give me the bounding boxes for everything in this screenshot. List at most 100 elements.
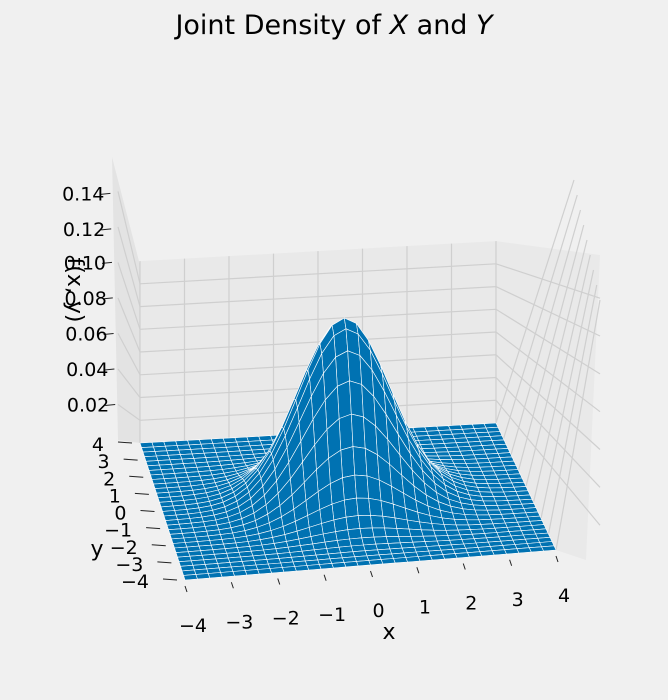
surface-face — [481, 495, 496, 502]
z-tick-label: 0.06 — [65, 323, 107, 345]
z-tick-mark — [105, 403, 116, 406]
z-tick-mark — [102, 297, 113, 300]
surface-face — [269, 567, 285, 574]
surface-face — [318, 563, 334, 570]
surface-face — [220, 571, 235, 578]
surface-face — [487, 483, 503, 489]
x-axis-label: x — [382, 620, 395, 645]
surface-face — [380, 558, 396, 565]
x-tick-mark — [416, 567, 420, 574]
surface-face — [447, 450, 463, 457]
surface-face — [366, 475, 382, 501]
z-tick-label: 0.08 — [64, 288, 106, 310]
surface-face — [454, 552, 470, 559]
axis-labels: x y f(x, y) — [62, 258, 396, 645]
grid-line-y — [525, 239, 588, 487]
grid-line-y — [555, 299, 601, 551]
y-tick-mark — [146, 527, 161, 530]
grid-line-y — [510, 209, 582, 455]
y-tick-label: 0 — [114, 503, 126, 525]
z-tick-label: 0.10 — [64, 252, 106, 274]
surface-face — [489, 487, 505, 493]
surface-face — [281, 566, 297, 573]
x-tick-mark — [509, 559, 513, 566]
surface-face — [371, 527, 387, 538]
surface-face — [485, 478, 501, 485]
x-tick-mark — [184, 585, 188, 593]
surface-face — [232, 570, 248, 577]
surface-face — [350, 413, 366, 449]
x-tick-mark — [323, 574, 327, 581]
surface-face — [445, 529, 461, 536]
y-tick-mark — [123, 458, 138, 461]
surface-face — [421, 447, 437, 453]
surface-face — [343, 561, 359, 568]
surface-face — [333, 516, 349, 533]
surface-face — [467, 551, 483, 558]
surface-face — [528, 546, 544, 553]
y-tick-label: 2 — [103, 468, 115, 490]
surface-face — [361, 536, 377, 546]
surface-face — [349, 380, 364, 418]
x-tick-label: 2 — [465, 593, 477, 615]
y-tick-label: −3 — [115, 554, 143, 576]
surface-face — [430, 554, 446, 561]
x-tick-mark — [230, 582, 234, 589]
surface-face — [359, 527, 375, 539]
y-tick-label: −2 — [110, 537, 138, 559]
surface-face — [483, 474, 499, 480]
x-tick-label: 1 — [419, 596, 431, 618]
surface-face — [342, 474, 357, 501]
z-tick-label: 0.04 — [66, 359, 108, 381]
surface-face — [504, 548, 520, 555]
z-tick-mark — [101, 228, 112, 231]
y-tick-mark — [117, 441, 133, 444]
surface-face — [469, 470, 485, 476]
y-tick-mark — [157, 561, 172, 564]
surface-face — [257, 568, 272, 575]
surface-face — [435, 451, 451, 457]
x-tick-mark — [370, 570, 373, 578]
x-tick-label: −4 — [179, 615, 207, 637]
surface-face — [462, 508, 478, 516]
x-tick-mark — [555, 555, 559, 563]
surface-face — [183, 574, 198, 581]
surface-face — [455, 524, 471, 531]
y-axis-label: y — [90, 537, 103, 562]
surface-face — [347, 350, 363, 385]
surface-face — [385, 536, 401, 544]
z-tick-mark — [104, 368, 115, 371]
x-tick-label: 0 — [372, 600, 384, 622]
surface-face — [343, 497, 359, 518]
surface-face — [349, 537, 364, 547]
z-axis-label: f(x, y) — [62, 258, 87, 323]
surface-face — [486, 509, 502, 516]
surface-face — [356, 497, 371, 516]
axis-ticks: −4 −3 −2 −1 0 1 2 3 4−4−3−2−1012340.020.040.060.… — [62, 183, 570, 637]
surface-face — [405, 556, 421, 563]
surface-face — [423, 451, 439, 457]
z-tick-label: 0.02 — [67, 394, 109, 416]
surface-face — [335, 529, 350, 541]
pane-right — [496, 241, 600, 560]
surface-face — [393, 557, 408, 564]
surface-face — [340, 446, 356, 479]
surface-face — [454, 518, 469, 526]
x-tick-mark — [462, 563, 466, 570]
surface-face — [493, 495, 509, 502]
grid-line-y — [517, 224, 585, 471]
y-tick-mark — [151, 544, 166, 547]
surface-face — [338, 413, 354, 451]
surface-face — [195, 573, 210, 580]
y-tick-label: 1 — [109, 485, 121, 507]
surface-face — [465, 462, 481, 468]
surface-face — [463, 458, 479, 464]
surface-face — [442, 553, 458, 560]
surface-face — [410, 535, 426, 543]
surface-face — [352, 446, 368, 477]
x-tick-label: −1 — [318, 604, 346, 626]
x-tick-label: 3 — [512, 589, 524, 611]
surface-face — [464, 514, 480, 521]
surface-face — [398, 535, 414, 544]
